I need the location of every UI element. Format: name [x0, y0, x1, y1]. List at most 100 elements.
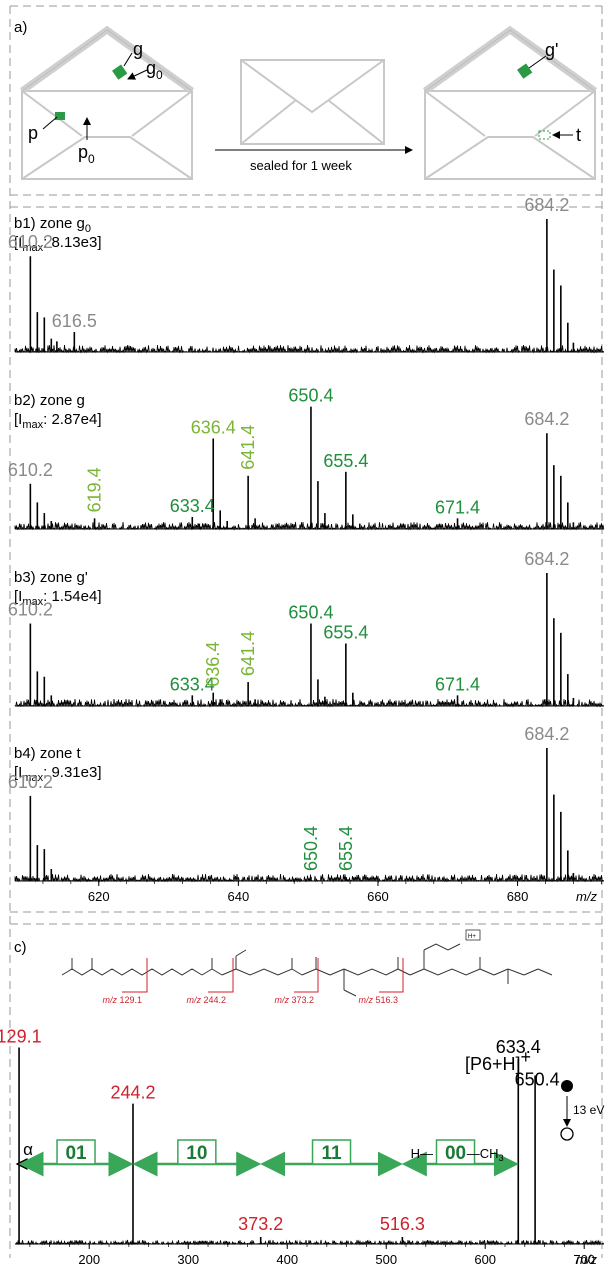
tick-label-300: 300 [177, 1252, 199, 1267]
noise-trace-b4 [14, 873, 605, 883]
peak-label-633.4: 633.4 [170, 496, 215, 516]
label-p0: p0 [78, 142, 95, 166]
peak-label-610.2: 610.2 [8, 772, 53, 792]
g-prime-pointer [528, 55, 547, 69]
peak-label-610.2: 610.2 [8, 600, 53, 620]
noise-trace-b3 [14, 699, 605, 708]
peak-label-636.4: 636.4 [191, 418, 236, 438]
spectrum-b4: b4) zone t [Imax: 9.31e3]610.2 650.4 655.4 6… [8, 724, 605, 904]
noise-trace-b2 [14, 521, 605, 531]
panel-c-label: c) [14, 939, 27, 956]
spectrum-b3: b3) zone g' [Imax: 1.54e4]610.2 633.4636.4… [8, 549, 605, 708]
p-pointer [42, 116, 58, 130]
panel-frame [9, 5, 603, 1258]
energy-label: 13 eV [573, 1103, 604, 1117]
tick-label-640: 640 [228, 889, 250, 904]
segment-label-11: 11 [321, 1143, 342, 1164]
imax-b2: [Imax: 2.87e4] [14, 411, 102, 431]
envelope-open-right [422, 25, 598, 180]
segment-label-01: 01 [65, 1143, 87, 1164]
spectrum-b1: b1) zone g0[Imax: 8.13e3]610.2 616.5 684.2 [8, 195, 605, 354]
peak-label-636.4: 636.4 [203, 642, 223, 687]
zone-t-marker [538, 130, 551, 140]
segment-label-00: 00 [445, 1143, 466, 1164]
tick-label-620: 620 [88, 889, 110, 904]
product-circle [560, 1127, 574, 1141]
tick-label-500: 500 [375, 1252, 397, 1267]
imax-b3: [Imax: 1.54e4] [14, 588, 102, 608]
proton-tag: H+ [468, 934, 476, 940]
label-p: p [28, 123, 38, 143]
peak-label-373.2: 373.2 [238, 1214, 283, 1234]
panel-title-b1: b1) zone g0 [14, 215, 91, 235]
x-axis-label-c: m/z [576, 1252, 597, 1267]
segment-label-10: 10 [186, 1143, 207, 1164]
peak-label-633.4: 633.4 [170, 674, 215, 694]
peak-label-655.4: 655.4 [336, 826, 356, 871]
segment-box-01 [56, 1139, 96, 1165]
segment-box-11 [311, 1139, 352, 1165]
peak-label-610.2: 610.2 [8, 460, 53, 480]
peak-label-619.4: 619.4 [85, 467, 105, 512]
label-t: t [576, 125, 581, 145]
peak-label-616.5: 616.5 [52, 311, 97, 331]
segment-box-10 [177, 1139, 217, 1165]
g-pointer [123, 52, 133, 67]
peak-label-684.2: 684.2 [524, 195, 569, 215]
imax-b4: [Imax: 9.31e3] [14, 764, 102, 784]
segment-box-00 [435, 1139, 476, 1165]
panel-title-b4: b4) zone t [14, 745, 82, 762]
label-g0: g0 [146, 58, 163, 82]
peak-label-641.4: 641.4 [238, 425, 258, 470]
zone-p-marker [55, 112, 65, 120]
precursor-dot [561, 1080, 573, 1092]
ion-label: [P6+H]+ [465, 1047, 531, 1074]
peak-label-671.4: 671.4 [435, 674, 480, 694]
g0-pointer [127, 69, 148, 80]
spectra-panels: b1) zone g0[Imax: 8.13e3]610.2616.5684.2… [0, 195, 604, 1267]
peak-label-650.4: 650.4 [515, 1070, 560, 1090]
imax-b1: [Imax: 8.13e3] [14, 234, 102, 254]
structure-mz-244.2: m/z 244.2 [186, 995, 226, 1005]
tick-label-400: 400 [276, 1252, 298, 1267]
panel-title-b3: b3) zone g' [14, 569, 88, 586]
envelope-sealed [240, 59, 385, 145]
peak-label-633.4: 633.4 [496, 1037, 541, 1057]
peak-label-671.4: 671.4 [435, 497, 480, 517]
sealed-label: sealed for 1 week [250, 158, 352, 173]
alpha-label: α [23, 1140, 33, 1159]
tick-label-680: 680 [507, 889, 529, 904]
structure-mz-373.2: m/z 373.2 [274, 995, 314, 1005]
spectrum-c: c) 129.1 244.2 373.2 516.3 633.4 650.4 200 300 40… [0, 939, 604, 1267]
end-group-right: —CH3 [467, 1146, 504, 1163]
peak-label-516.3: 516.3 [380, 1214, 425, 1234]
peak-label-684.2: 684.2 [524, 409, 569, 429]
noise-trace-b1 [14, 344, 605, 354]
peak-label-650.4: 650.4 [301, 826, 321, 871]
structure-diagram [61, 943, 553, 997]
envelope-open-left [19, 25, 195, 180]
peak-label-650.4: 650.4 [288, 603, 333, 623]
noise-trace-c [15, 1239, 605, 1246]
structure-mz-129.1: m/z 129.1 [102, 995, 142, 1005]
peak-label-129.1: 129.1 [0, 1026, 42, 1046]
tick-label-660: 660 [367, 889, 389, 904]
peak-label-684.2: 684.2 [524, 724, 569, 744]
peak-label-244.2: 244.2 [110, 1083, 155, 1103]
peak-label-655.4: 655.4 [323, 451, 368, 471]
tick-label-700: 700 [573, 1252, 595, 1267]
panel-a: a) g g0 p p0 sealed for 1 week [14, 19, 598, 180]
peak-label-655.4: 655.4 [323, 622, 368, 642]
peak-label-610.2: 610.2 [8, 232, 53, 252]
cleavage-markers [122, 958, 404, 993]
spectrum-b2: b2) zone g [Imax: 2.87e4] 610.2 619.4 633.4 6… [8, 386, 605, 531]
peak-label-641.4: 641.4 [238, 631, 258, 676]
peak-label-650.4: 650.4 [288, 386, 333, 406]
zone-g-marker [112, 64, 128, 80]
proton-tag-box [465, 929, 481, 941]
structure-mz-516.3: m/z 516.3 [358, 995, 398, 1005]
peak-label-684.2: 684.2 [524, 549, 569, 569]
x-axis-label-b4: m/z [576, 889, 597, 904]
label-g: g [133, 39, 143, 59]
